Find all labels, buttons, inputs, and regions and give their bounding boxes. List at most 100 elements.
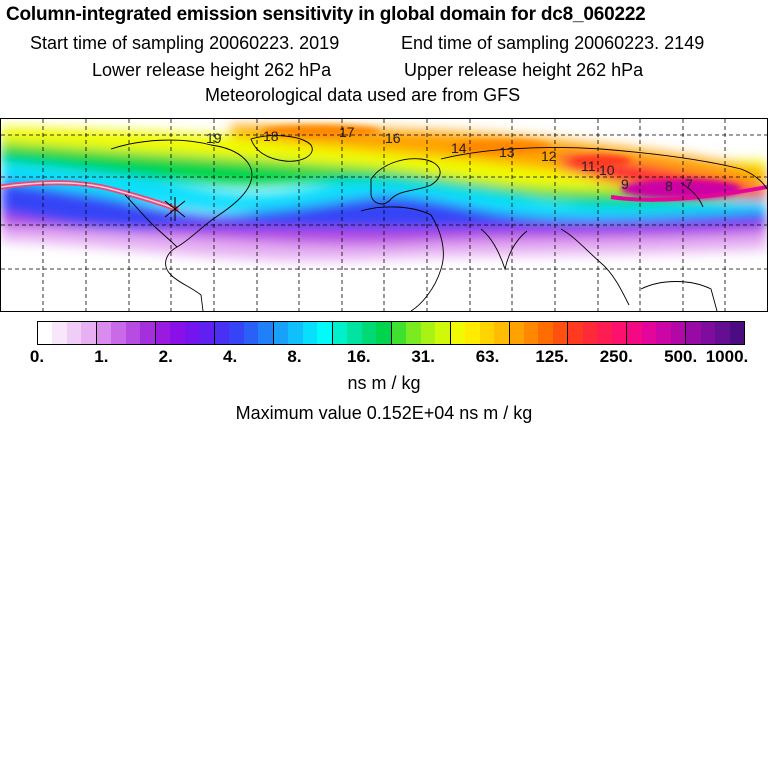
sensitivity-cores xyxy=(261,125,741,199)
colorbar-tick-label: 31. xyxy=(411,347,435,366)
release-location-marker xyxy=(164,197,186,221)
colorbar-tick-label: 1. xyxy=(94,347,109,366)
colorbar-cell xyxy=(243,322,259,344)
contour-label: 12 xyxy=(541,148,557,164)
colorbar-cell xyxy=(450,322,466,344)
coastline-africa xyxy=(360,206,444,311)
start-time-label: Start time of sampling 20060223. 2019 xyxy=(30,33,340,53)
colorbar-cell xyxy=(670,322,687,344)
field-band-cyan xyxy=(1,157,767,219)
core-pacific xyxy=(571,155,631,167)
colorbar-cell xyxy=(332,322,348,344)
colorbar-cell xyxy=(582,322,598,344)
colorbar-tick-label: 2. xyxy=(158,347,173,366)
coastline-australia xyxy=(640,281,718,311)
colorbar-cell xyxy=(406,322,421,344)
colorbar-cell xyxy=(288,322,303,344)
colorbar-cell xyxy=(347,322,362,344)
colorbar-cell xyxy=(184,322,200,344)
colorbar-cell xyxy=(317,322,333,344)
colorbar-tick-label: 1000. xyxy=(705,347,749,366)
colorbar-cell xyxy=(509,322,524,344)
figure-title: Column-integrated emission sensitivity i… xyxy=(6,4,646,25)
colorbar-cell xyxy=(199,322,215,344)
colorbar-cell xyxy=(552,322,569,344)
map-canvas: 19 18 17 16 14 13 12 11 10 9 8 7 xyxy=(1,119,767,311)
colorbar-cell xyxy=(538,322,553,344)
contour-label: 9 xyxy=(621,176,629,192)
contour-label: 14 xyxy=(451,140,467,156)
colorbar-cell xyxy=(715,322,730,344)
coastline-central-america xyxy=(124,194,178,248)
colorbar-cell xyxy=(38,322,53,344)
downstream-streak xyxy=(610,185,767,202)
colorbar-cell xyxy=(465,322,480,344)
colorbar-tick-label: 250. xyxy=(599,347,633,366)
colorbar-cell xyxy=(229,322,244,344)
colorbar-tick-label: 16. xyxy=(346,347,371,366)
colorbar-cell xyxy=(729,322,745,344)
colorbar-cell xyxy=(214,322,230,344)
colorbar-tick-label: 500. xyxy=(664,347,698,366)
colorbar-cell xyxy=(376,322,392,344)
colorbar-tick-label: 0. xyxy=(29,347,45,366)
colorbar-cell xyxy=(479,322,495,344)
lower-release-height-label: Lower release height 262 hPa xyxy=(92,60,332,80)
core-north-atlantic xyxy=(261,125,381,137)
contour-label: 13 xyxy=(499,144,515,160)
colorbar-cell xyxy=(66,322,82,344)
coastline-greenland xyxy=(250,135,313,162)
colorbar-unit-label: ns m / kg xyxy=(347,373,421,393)
coastline-europe xyxy=(370,158,441,205)
colorbar-cell xyxy=(391,322,407,344)
upper-release-height-label: Upper release height 262 hPa xyxy=(404,60,644,80)
colorbar-cell xyxy=(523,322,539,344)
core-central-asia xyxy=(451,140,551,154)
colorbar-cell xyxy=(111,322,126,344)
colorbar-cell xyxy=(258,322,274,344)
colorbar-cell xyxy=(700,322,716,344)
met-data-label: Meteorological data used are from GFS xyxy=(205,85,521,105)
colorbar xyxy=(37,321,745,345)
colorbar-cell xyxy=(611,322,628,344)
colorbar-cell xyxy=(52,322,67,344)
colorbar-tick-label: 4. xyxy=(222,347,238,366)
contour-label: 18 xyxy=(263,128,279,144)
colorbar-cell xyxy=(597,322,612,344)
colorbar-cell xyxy=(627,322,642,344)
colorbar-cell xyxy=(140,322,156,344)
lat-lon-grid xyxy=(1,119,767,311)
maximum-value-label: Maximum value 0.152E+04 ns m / kg xyxy=(235,403,533,423)
colorbar-cell xyxy=(568,322,583,344)
colorbar-tick-label: 125. xyxy=(535,347,569,366)
end-time-label: End time of sampling 20060223. 2149 xyxy=(401,33,705,53)
colorbar-cell xyxy=(155,322,171,344)
colorbar-tick-label: 8. xyxy=(287,347,302,366)
colorbar-cell xyxy=(273,322,289,344)
colorbar-cell xyxy=(435,322,451,344)
flight-track-core xyxy=(1,181,177,210)
contour-label: 10 xyxy=(599,162,615,178)
contour-label: 17 xyxy=(339,124,355,140)
colorbar-cell xyxy=(125,322,141,344)
colorbar-cell xyxy=(686,322,701,344)
colorbar-cell xyxy=(302,322,318,344)
colorbar-cell xyxy=(96,322,112,344)
field-band-yellow xyxy=(1,127,767,191)
colorbar-cell xyxy=(641,322,657,344)
contour-label: 19 xyxy=(206,130,222,146)
contour-label: 8 xyxy=(665,178,673,194)
colorbar-cell xyxy=(81,322,97,344)
contour-label: 7 xyxy=(685,176,693,192)
colorbar-cell xyxy=(361,322,377,344)
colorbar-cell xyxy=(420,322,436,344)
emission-sensitivity-map: 19 18 17 16 14 13 12 11 10 9 8 7 xyxy=(0,118,768,312)
colorbar-cell xyxy=(170,322,185,344)
colorbar-tick-label: 63. xyxy=(475,347,500,366)
coastline-southeast-asia xyxy=(560,228,630,306)
contour-label: 11 xyxy=(581,158,596,174)
colorbar-cell xyxy=(656,322,671,344)
coastline-asia xyxy=(440,147,767,190)
contour-label: 16 xyxy=(385,130,401,146)
colorbar-cell xyxy=(494,322,510,344)
